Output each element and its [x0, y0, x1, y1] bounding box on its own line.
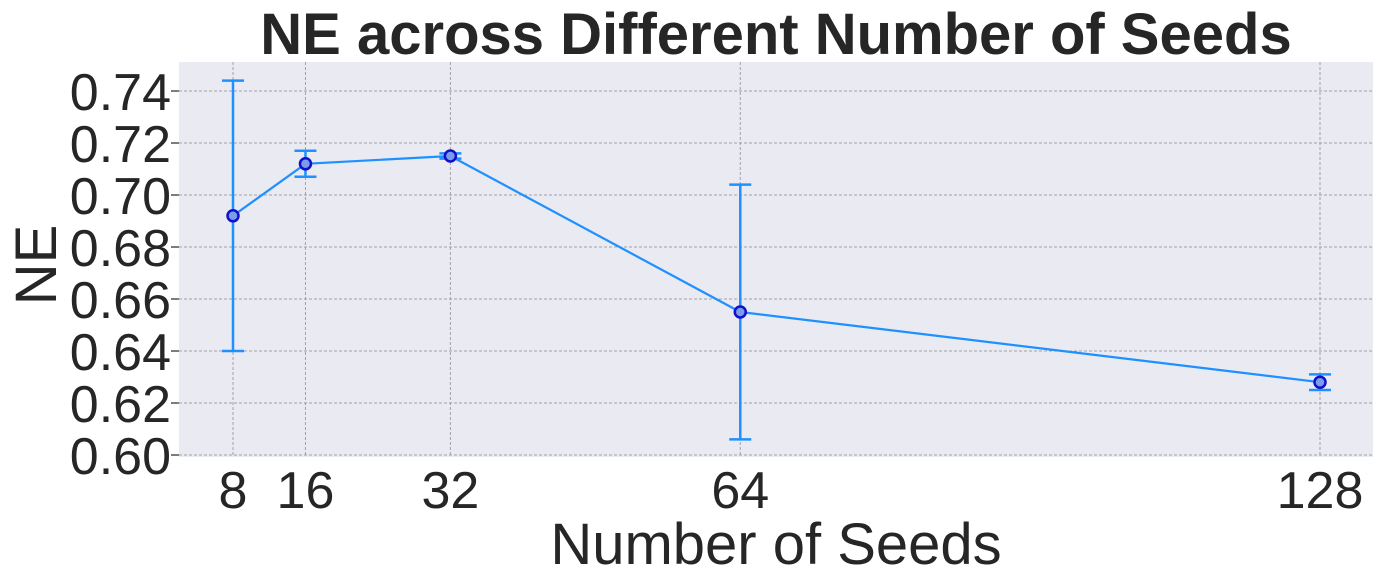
x-tick-label: 64: [711, 462, 769, 520]
y-tick-label: 0.72: [70, 116, 171, 174]
x-tick-label: 128: [1277, 462, 1364, 520]
y-tick-label: 0.60: [70, 428, 171, 486]
plot-area: [179, 62, 1373, 457]
y-ticks: 0.600.620.640.660.680.700.720.74: [70, 64, 179, 486]
y-tick-label: 0.66: [70, 272, 171, 330]
data-point: [226, 209, 240, 223]
x-tick-label: 16: [277, 462, 335, 520]
gridlines: [179, 62, 1373, 457]
x-tick-label: 8: [219, 462, 248, 520]
x-ticks: 8 16 32 64 128: [219, 462, 1364, 520]
y-tick-label: 0.64: [70, 324, 171, 382]
data-point: [1313, 375, 1327, 389]
y-tick-label: 0.74: [70, 64, 171, 122]
y-tick-label: 0.62: [70, 376, 171, 434]
y-tick-label: 0.68: [70, 220, 171, 278]
y-axis-label: NE: [4, 225, 69, 306]
data-point: [733, 305, 748, 319]
chart-title: NE across Different Number of Seeds: [260, 2, 1292, 67]
data-point: [443, 149, 458, 163]
series-group: [222, 79, 1331, 441]
y-tick-label: 0.70: [70, 168, 171, 226]
data-point: [298, 157, 313, 171]
x-axis-label: Number of Seeds: [550, 512, 1001, 577]
x-tick-label: 32: [421, 462, 479, 520]
